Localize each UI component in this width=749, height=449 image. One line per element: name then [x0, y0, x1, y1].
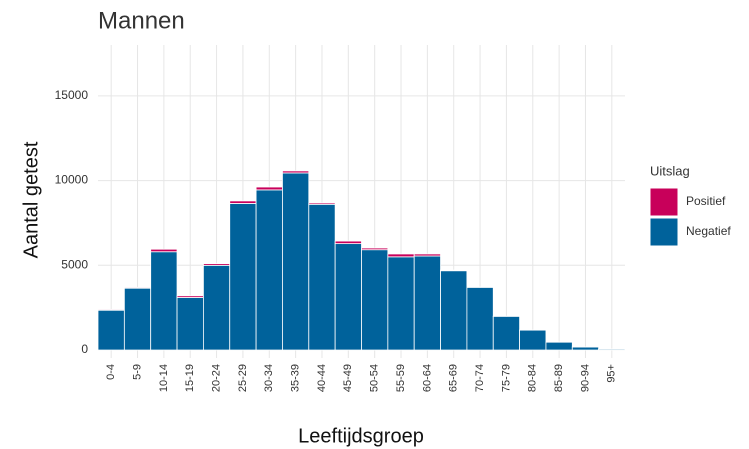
x-tick-label: 90-94: [579, 364, 591, 392]
x-tick-label: 75-79: [500, 364, 512, 392]
bar-segment: [308, 203, 336, 351]
chart-title: Mannen: [98, 7, 185, 34]
x-tick-label: 65-69: [448, 364, 460, 392]
bar-segment: [150, 248, 178, 253]
x-tick-label: 15-19: [184, 364, 196, 392]
legend-label: Negatief: [686, 224, 731, 238]
y-axis-title: Aantal getest: [20, 141, 42, 258]
bar-segment: [308, 202, 336, 205]
x-tick-label: 10-14: [158, 364, 170, 392]
bar-segment: [440, 269, 468, 272]
bar-segment: [492, 315, 521, 351]
bar-segment: [545, 341, 573, 351]
bar-segment: [97, 308, 125, 311]
bar-segment: [176, 297, 204, 351]
legend-swatch: [649, 217, 679, 247]
bar-segment: [387, 253, 415, 258]
bar-segment: [413, 253, 441, 257]
bar-segment: [202, 264, 231, 351]
x-tick-label: 35-39: [290, 364, 302, 392]
x-tick-label: 45-49: [342, 364, 354, 392]
x-tick-label: 40-44: [316, 364, 328, 392]
x-tick-label: 50-54: [369, 364, 381, 392]
y-tick-label: 15000: [55, 88, 89, 102]
x-tick-label: 70-74: [474, 364, 486, 392]
y-tick-label: 10000: [55, 173, 89, 187]
bar-segment: [229, 203, 257, 351]
x-tick-label: 55-59: [395, 364, 407, 392]
bar-segment: [150, 251, 178, 351]
bar-segment: [413, 255, 441, 351]
legend-swatch: [649, 187, 679, 217]
x-tick-label: 95+: [606, 364, 618, 383]
bar-segment: [255, 189, 283, 351]
bar-segment: [202, 263, 231, 266]
y-tick-label: 5000: [61, 257, 88, 271]
bar-segment: [466, 286, 494, 351]
bar-segment: [571, 346, 600, 351]
x-tick-label: 85-89: [553, 364, 565, 392]
bar-segment: [361, 249, 389, 351]
x-tick-label: 60-64: [421, 364, 433, 392]
bar-segment: [176, 295, 204, 298]
bar-segment: [387, 256, 415, 351]
bar-segment: [334, 243, 362, 351]
bar-segment: [282, 172, 310, 351]
bar-segment: [255, 186, 283, 191]
bar-segment: [97, 309, 125, 351]
bar-segment: [519, 329, 547, 351]
bar-segment: [123, 286, 152, 289]
x-axis-title: Leeftijdsgroep: [298, 425, 424, 447]
legend-label: Positief: [686, 194, 726, 208]
bar-segment: [229, 200, 257, 204]
x-tick-label: 25-29: [237, 364, 249, 392]
bar-segment: [440, 270, 468, 351]
legend-title: Uitslag: [650, 163, 690, 178]
bar-segment: [123, 287, 152, 351]
bar-segment: [334, 240, 362, 245]
bar-segment: [282, 170, 310, 174]
x-tick-label: 80-84: [527, 364, 539, 392]
x-tick-label: 30-34: [263, 364, 275, 392]
x-tick-label: 20-24: [210, 364, 222, 392]
bar-segment: [361, 247, 389, 251]
x-tick-label: 0-4: [105, 364, 117, 380]
x-tick-label: 5-9: [131, 364, 143, 380]
y-tick-label: 0: [81, 342, 88, 356]
